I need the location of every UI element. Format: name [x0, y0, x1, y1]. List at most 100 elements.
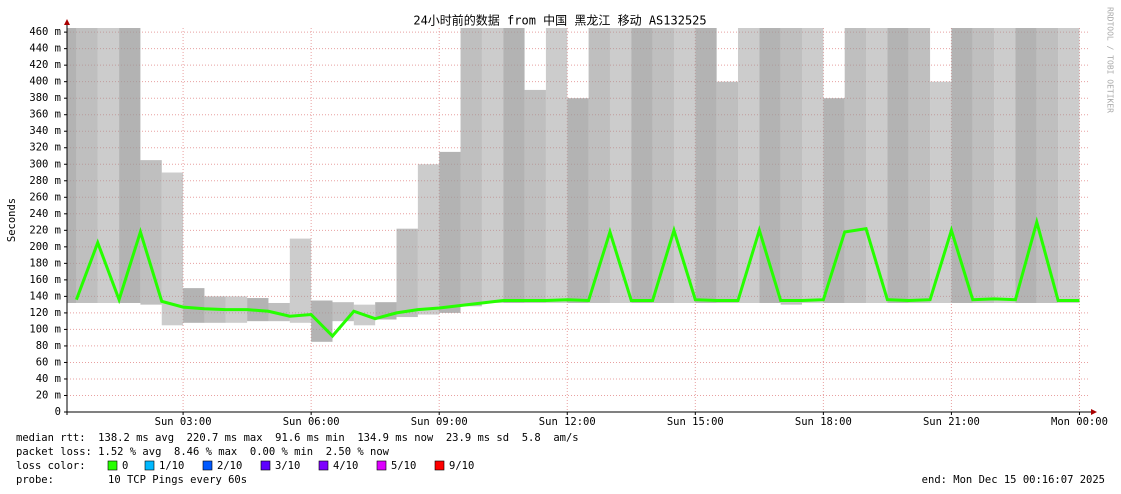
- y-tick-label: 180 m: [29, 257, 61, 269]
- y-tick-label: 60 m: [36, 356, 61, 368]
- axis-arrow: [64, 19, 70, 25]
- smoke: [567, 98, 589, 303]
- smoke: [481, 28, 504, 303]
- smoke: [588, 28, 610, 303]
- y-tick-label: 320 m: [29, 142, 61, 154]
- median-line: [74, 216, 1080, 339]
- y-tick-label: 40 m: [36, 373, 61, 385]
- smoke: [67, 28, 77, 303]
- smoke: [97, 28, 120, 303]
- smoke: [545, 28, 568, 303]
- smoke: [1036, 28, 1059, 303]
- x-tick-label: Sun 21:00: [923, 416, 980, 428]
- y-tick-label: 240 m: [29, 208, 61, 220]
- smoke: [652, 28, 674, 303]
- smoke: [503, 28, 525, 303]
- y-tick-label: 420 m: [29, 59, 61, 71]
- smoke: [76, 28, 98, 303]
- smoke: [417, 164, 440, 315]
- smoke: [460, 28, 482, 307]
- smoke: [673, 28, 696, 303]
- legend-swatch: [107, 460, 118, 471]
- legend-label: 0: [122, 460, 128, 472]
- legend-swatch: [376, 460, 387, 471]
- legend-label: 1/10: [159, 460, 184, 472]
- smoke: [396, 228, 418, 318]
- x-tick-label: Sun 18:00: [795, 416, 852, 428]
- legend-label: 9/10: [449, 460, 474, 472]
- legend-swatch: [202, 460, 213, 471]
- smoke: [183, 288, 205, 323]
- chart-title: 24小时前的数据 from 中国 黑龙江 移动 AS132525: [413, 13, 706, 28]
- y-tick-label: 400 m: [29, 76, 61, 88]
- y-tick-label: 300 m: [29, 158, 61, 170]
- legend-swatch: [434, 460, 445, 471]
- smoke: [609, 28, 632, 303]
- y-tick-label: 360 m: [29, 109, 61, 121]
- smoke: [866, 28, 888, 303]
- smoke: [908, 28, 931, 303]
- legend-label: 3/10: [275, 460, 300, 472]
- smoke: [140, 160, 162, 305]
- smoke: [972, 28, 995, 303]
- smoke: [716, 81, 738, 303]
- y-tick-label: 460 m: [29, 26, 61, 38]
- packet-loss: packet loss: 1.52 % avg 8.46 % max 0.00 …: [16, 446, 390, 458]
- y-tick-label: 140 m: [29, 290, 61, 302]
- x-tick-label: Sun 12:00: [539, 416, 596, 428]
- y-tick-label: 380 m: [29, 92, 61, 104]
- y-tick-label: 100 m: [29, 323, 61, 335]
- y-tick-label: 260 m: [29, 191, 61, 203]
- smoke: [332, 302, 354, 322]
- smoke: [311, 300, 333, 342]
- legend-swatch: [260, 460, 271, 471]
- y-tick-label: 160 m: [29, 274, 61, 286]
- smoke: [951, 28, 973, 303]
- y-tick-label: 80 m: [36, 340, 61, 352]
- smoke: [780, 28, 803, 305]
- smoke: [524, 89, 546, 303]
- y-tick-label: 0: [55, 406, 61, 418]
- watermark: RRDTOOL / TOBI OETIKER: [1106, 7, 1115, 113]
- x-tick-label: Sun 15:00: [667, 416, 724, 428]
- x-tick-label: Sun 03:00: [155, 416, 212, 428]
- smoke: [161, 172, 184, 326]
- smoke: [439, 151, 461, 313]
- smoke: [695, 28, 717, 303]
- data-layer: [67, 28, 1080, 342]
- loss-label: loss color:: [16, 460, 86, 472]
- x-tick-label: Mon 00:00: [1051, 416, 1108, 428]
- plot-area: [67, 28, 1088, 413]
- y-tick-label: 280 m: [29, 175, 61, 187]
- y-tick-label: 200 m: [29, 241, 61, 253]
- probe: 10 TCP Pings every 60s: [108, 474, 247, 486]
- probe-label: probe:: [16, 474, 54, 486]
- smoke: [759, 28, 781, 303]
- smoke: [631, 28, 653, 303]
- legend-label: 5/10: [391, 460, 416, 472]
- smoke: [737, 28, 760, 303]
- smoke: [994, 28, 1016, 303]
- y-tick-label: 20 m: [36, 389, 61, 401]
- smoke: [1058, 28, 1080, 303]
- legend-swatch: [144, 460, 155, 471]
- axis-arrow: [1091, 409, 1097, 415]
- legend-swatch: [318, 460, 329, 471]
- end-time: end: Mon Dec 15 00:16:07 2025: [922, 474, 1105, 486]
- y-tick-label: 220 m: [29, 224, 61, 236]
- x-tick-label: Sun 06:00: [283, 416, 340, 428]
- x-tick-label: Sun 09:00: [411, 416, 468, 428]
- smoke: [1015, 28, 1037, 303]
- smoke: [823, 98, 845, 303]
- y-tick-label: 340 m: [29, 125, 61, 137]
- smoke: [887, 28, 909, 303]
- median-rtt: median rtt: 138.2 ms avg 220.7 ms max 91…: [16, 432, 579, 444]
- y-tick-label: 120 m: [29, 307, 61, 319]
- smoke: [844, 28, 867, 303]
- smoke: [802, 28, 824, 303]
- legend-label: 4/10: [333, 460, 358, 472]
- smoke: [268, 302, 290, 322]
- legend-label: 2/10: [217, 460, 242, 472]
- y-tick-label: 440 m: [29, 43, 61, 55]
